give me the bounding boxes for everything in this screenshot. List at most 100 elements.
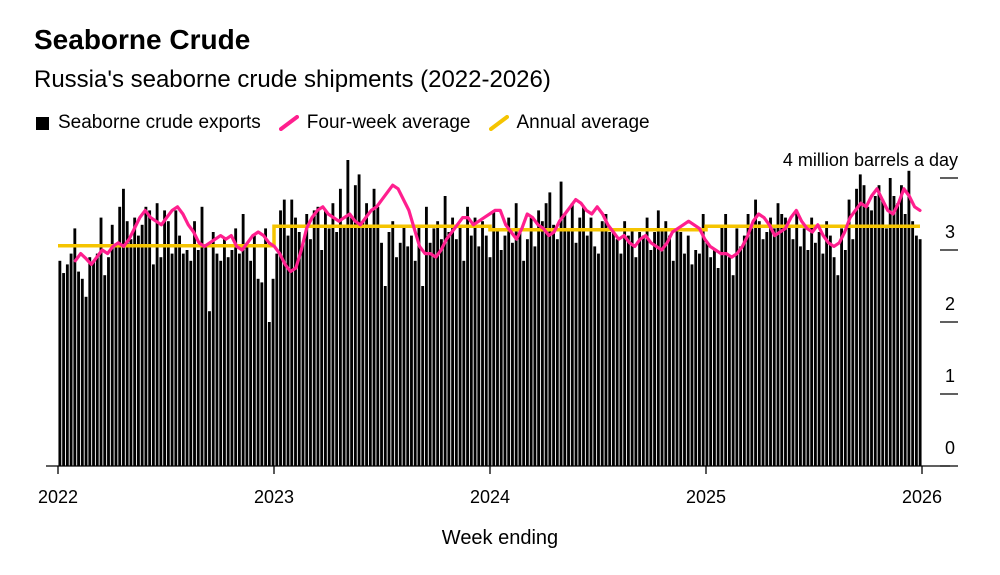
bar xyxy=(200,206,204,467)
bar xyxy=(312,210,316,466)
bar xyxy=(353,185,357,466)
bar xyxy=(391,221,395,466)
annual-average-line xyxy=(58,224,920,248)
bar xyxy=(630,228,634,466)
bar xyxy=(686,235,690,466)
bar xyxy=(181,253,185,466)
bar xyxy=(185,250,189,466)
bar xyxy=(350,217,354,466)
pink-line-swatch-icon xyxy=(278,115,299,131)
bar xyxy=(896,203,900,466)
bar xyxy=(421,286,425,466)
bar xyxy=(230,250,234,466)
bar xyxy=(294,217,297,466)
bar xyxy=(327,228,331,466)
bar xyxy=(496,228,499,466)
bar xyxy=(279,210,282,466)
bar xyxy=(529,217,533,466)
bar xyxy=(264,228,267,466)
legend-item-annual: Annual average xyxy=(488,112,650,134)
bar xyxy=(95,253,99,466)
bar xyxy=(129,239,133,466)
bar xyxy=(552,224,555,466)
bar xyxy=(765,232,769,466)
bar xyxy=(548,192,552,466)
bar xyxy=(469,235,473,466)
bar xyxy=(600,221,604,466)
bar xyxy=(454,239,458,466)
bar xyxy=(151,264,155,466)
bar xyxy=(544,203,548,466)
bar xyxy=(537,210,541,466)
bar xyxy=(361,221,365,466)
bar xyxy=(417,224,421,466)
bar xyxy=(492,210,496,466)
bar xyxy=(301,242,305,466)
bar xyxy=(742,235,746,466)
bar xyxy=(413,260,417,466)
bar xyxy=(305,214,309,466)
x-axis-title: Week ending xyxy=(441,527,559,549)
bar xyxy=(477,246,481,466)
bar xyxy=(189,260,193,466)
bar xyxy=(705,242,709,466)
bar xyxy=(881,199,885,466)
bar xyxy=(316,206,320,467)
bar xyxy=(241,214,245,466)
bar xyxy=(813,242,817,466)
bar xyxy=(73,228,77,466)
bar xyxy=(799,246,802,466)
bar xyxy=(903,214,907,466)
bar xyxy=(458,224,462,466)
bar xyxy=(593,246,597,466)
chart-subtitle: Russia's seaborne crude shipments (2022-… xyxy=(34,66,551,93)
bar xyxy=(249,260,253,466)
y-tick-label: 1 xyxy=(945,366,955,386)
bar xyxy=(746,214,750,466)
bar xyxy=(735,228,739,466)
bar xyxy=(597,253,600,466)
bar xyxy=(802,228,806,466)
bar xyxy=(84,296,88,466)
bar xyxy=(690,264,694,466)
bar xyxy=(331,203,335,466)
bar xyxy=(462,260,466,466)
bar xyxy=(237,253,241,466)
bar xyxy=(660,228,664,466)
bar xyxy=(540,221,544,466)
bar xyxy=(855,188,858,467)
bar xyxy=(653,232,656,466)
bar xyxy=(589,217,593,466)
bar xyxy=(847,199,851,466)
bar xyxy=(439,239,443,466)
bar xyxy=(836,275,840,466)
bar xyxy=(701,214,705,466)
bar xyxy=(114,246,118,466)
bar xyxy=(473,217,477,466)
bar xyxy=(615,239,619,466)
bar xyxy=(638,232,642,466)
bar xyxy=(466,206,469,467)
bar xyxy=(133,217,137,466)
bar xyxy=(870,210,873,466)
bar xyxy=(772,228,776,466)
bar xyxy=(346,160,350,466)
y-tick-label: 2 xyxy=(945,294,955,314)
bar xyxy=(507,217,511,466)
bar xyxy=(612,228,615,466)
bar xyxy=(335,232,339,466)
bar xyxy=(843,250,847,466)
bar xyxy=(372,188,376,467)
bar xyxy=(671,260,675,466)
bar xyxy=(357,174,361,466)
bar xyxy=(679,232,683,466)
bar xyxy=(757,221,761,466)
y-tick-label: 0 xyxy=(945,438,955,458)
bar xyxy=(518,228,522,466)
bar xyxy=(88,257,92,466)
bar xyxy=(907,170,911,467)
bar xyxy=(286,235,290,466)
bar xyxy=(806,250,810,466)
bar xyxy=(166,221,170,466)
bar xyxy=(234,228,238,466)
